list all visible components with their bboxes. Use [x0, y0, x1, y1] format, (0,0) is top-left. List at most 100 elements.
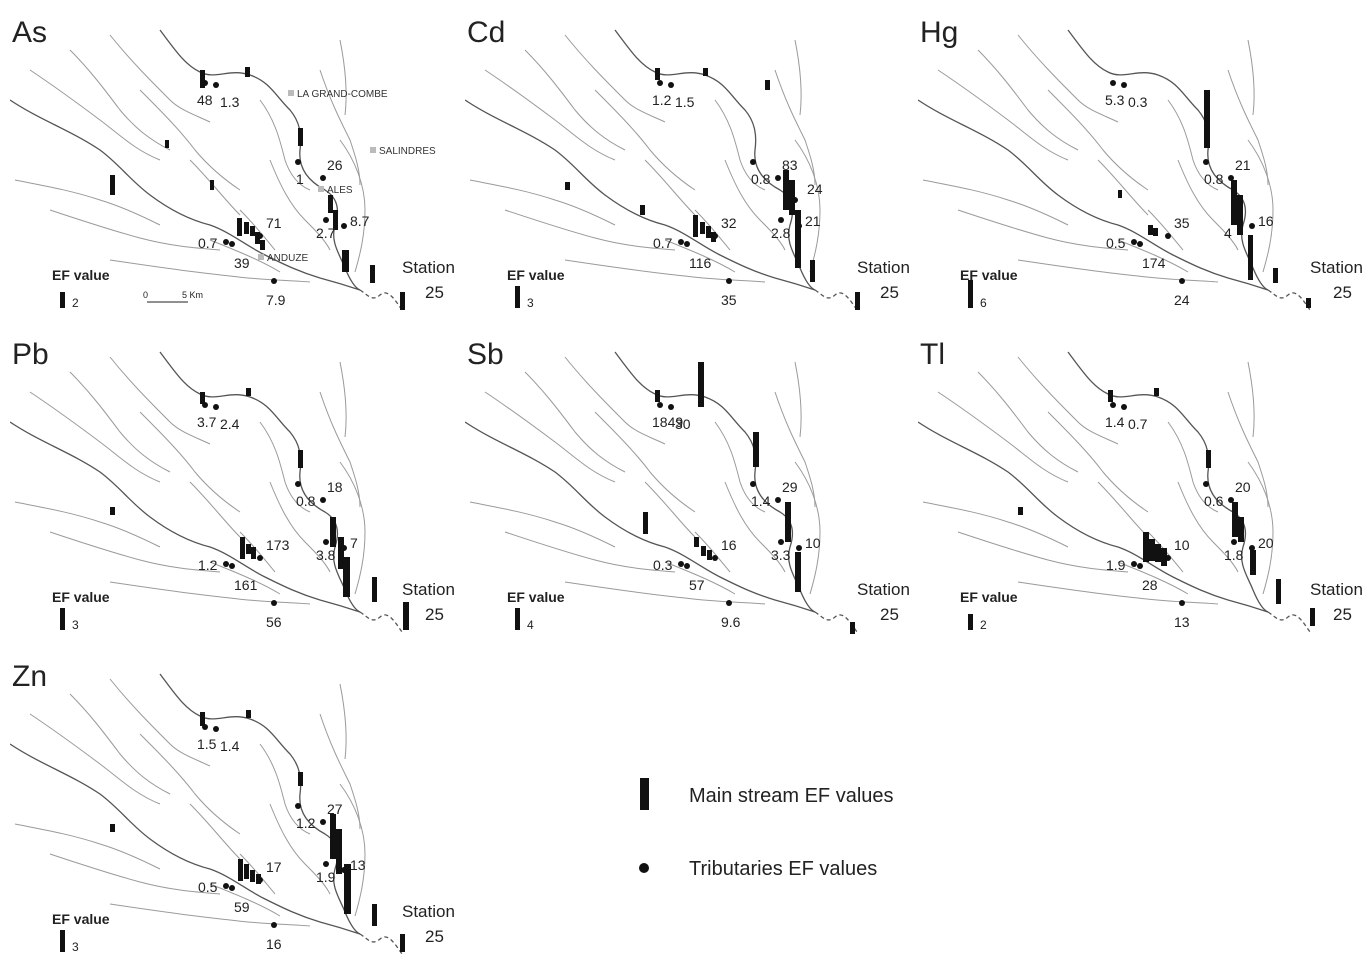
tributary-ef-label: 1.8 [1224, 547, 1244, 563]
ef-legend-value: 3 [527, 296, 534, 310]
map-svg: Cd 1.2 1.5 0.8 83 2.8 21 0.7 116 32 35 24 EF value 3 S… [465, 16, 910, 311]
tributary-stream [14, 179, 161, 226]
tributary-ef-label: 1.4 [751, 493, 771, 509]
tributary-stream [714, 421, 766, 513]
main-river [159, 673, 361, 935]
main-stream-ef-bar [753, 432, 759, 467]
tributary-stream [109, 581, 311, 605]
tributary-ef-label: 30 [675, 416, 691, 432]
tributary-ef-dot [1121, 82, 1127, 88]
main-stream-ef-bar [336, 829, 342, 874]
main-stream-ef-bar [701, 546, 706, 556]
tributary-ef-label: 9.6 [721, 614, 741, 630]
tributary-stream [694, 531, 731, 573]
tributary-ef-label: 20 [1235, 479, 1251, 495]
map-panel-pb: Pb 3.7 2.4 0.8 18 3.8 7 1.2 161 173 56 EF value 3 Sta… [10, 332, 465, 647]
tributary-ef-label: 27 [327, 801, 343, 817]
main-river [1067, 29, 1269, 291]
station-label: Station [857, 580, 910, 599]
tributary-ef-label: 0.5 [198, 879, 218, 895]
main-river [159, 351, 361, 613]
tributary-stream [1117, 239, 1189, 273]
tributary-stream [922, 179, 1069, 226]
tributary-ef-dot [257, 877, 263, 883]
ef-value-heading: EF value [507, 267, 565, 283]
tributary-ef-dot [295, 481, 301, 487]
tributary-stream [269, 159, 331, 251]
tributary-stream [644, 481, 696, 538]
main-stream-legend-label: Main stream EF values [689, 785, 894, 807]
tributary-stream [664, 239, 736, 273]
tributary-ef-dot [1203, 481, 1209, 487]
tributary-ef-dot [257, 233, 263, 239]
main-river-dashed [1267, 611, 1311, 633]
main-stream-ef-bar [1154, 388, 1159, 396]
main-river [10, 99, 361, 291]
main-river [10, 421, 361, 613]
main-stream-ef-bar [342, 250, 349, 272]
tributary-ef-label: 1849 [652, 414, 683, 430]
tributary-ef-label: 24 [807, 181, 823, 197]
tributary-stream [714, 99, 766, 191]
tributary-stream [209, 561, 281, 595]
main-stream-ef-bar [703, 68, 708, 76]
main-stream-ef-bar [246, 710, 251, 718]
tributary-stream [319, 69, 361, 186]
main-stream-ef-bar [810, 260, 815, 282]
tributary-stream [937, 391, 1069, 483]
tributary-ef-label: 3.7 [197, 414, 217, 430]
tributary-ef-dot [712, 555, 718, 561]
tributary-ef-dot [684, 241, 690, 247]
main-stream-ef-bar [655, 68, 660, 80]
tributary-stream [209, 239, 281, 273]
tributary-ef-label: 8.7 [350, 213, 370, 229]
tributary-ef-label: 57 [689, 577, 705, 593]
main-stream-ef-bar [344, 864, 351, 914]
tributary-stream [469, 501, 616, 548]
main-stream-ef-bar [1237, 195, 1243, 235]
tributary-ef-dot [1137, 563, 1143, 569]
tributary-stream [504, 531, 676, 573]
tributary-stream [189, 481, 241, 538]
ef-legend-value: 2 [72, 296, 79, 310]
tributary-ef-label: 56 [266, 614, 282, 630]
tributary-ef-dot [657, 80, 663, 86]
main-stream-ef-bar [251, 547, 256, 559]
tributary-stream [1147, 531, 1184, 573]
main-stream-ef-bar [1231, 180, 1237, 225]
main-stream-ef-bar [1206, 450, 1211, 468]
tributary-stream [564, 356, 666, 445]
tributary-stream [564, 34, 666, 123]
tributary-stream [1017, 581, 1219, 605]
main-stream-ef-bar [298, 128, 303, 146]
tributary-ef-label: 16 [1258, 213, 1274, 229]
tributary-ef-dot [1231, 539, 1237, 545]
element-title: Pb [12, 338, 49, 371]
main-stream-ef-bar [698, 362, 704, 407]
tributary-ef-dot [341, 545, 347, 551]
main-stream-ef-bar [1232, 502, 1238, 537]
main-stream-ef-bar [343, 557, 350, 597]
tributary-stream [109, 356, 211, 445]
tributary-stream [14, 823, 161, 870]
station-label: Station [857, 258, 910, 277]
tributary-ef-label: 174 [1142, 255, 1166, 271]
tributary-ef-dot [223, 561, 229, 567]
station-label: Station [402, 258, 455, 277]
tributary-ef-dot [1131, 561, 1137, 567]
town-marker [258, 254, 264, 260]
tributary-ef-dot [223, 239, 229, 245]
ef-value-heading: EF value [507, 589, 565, 605]
tributary-stream [139, 411, 241, 513]
tributary-stream [1227, 391, 1269, 508]
tributary-stream [564, 259, 766, 283]
tributary-ef-dot [1228, 175, 1234, 181]
tributary-ef-label: 1.5 [197, 736, 217, 752]
main-stream-ef-bar [298, 772, 303, 786]
tributary-stream [504, 209, 676, 251]
main-stream-ef-bar [372, 577, 377, 602]
tributary-ef-label: 1.4 [220, 738, 240, 754]
tributary-stream [1247, 39, 1255, 116]
tributary-ef-label: 16 [721, 537, 737, 553]
main-stream-ef-bar [245, 67, 250, 77]
